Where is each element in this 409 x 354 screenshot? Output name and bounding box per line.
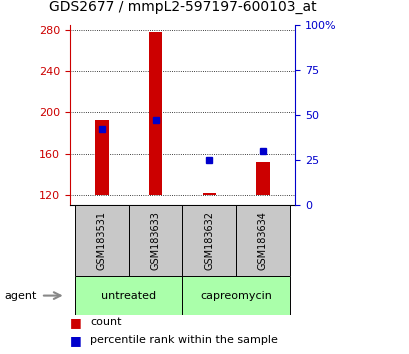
Bar: [75, 276, 182, 315]
Bar: [256, 162, 269, 195]
Bar: [148, 32, 162, 195]
Text: untreated: untreated: [101, 291, 156, 301]
Bar: [182, 276, 289, 315]
Text: ■: ■: [70, 316, 81, 329]
Text: GDS2677 / mmpL2-597197-600103_at: GDS2677 / mmpL2-597197-600103_at: [49, 0, 315, 14]
Bar: [202, 193, 216, 195]
Text: GSM183633: GSM183633: [150, 211, 160, 270]
Bar: [182, 205, 236, 276]
Bar: [236, 205, 289, 276]
Bar: [95, 120, 108, 195]
Text: percentile rank within the sample: percentile rank within the sample: [90, 335, 277, 345]
Text: count: count: [90, 318, 121, 327]
Text: GSM183632: GSM183632: [204, 211, 214, 270]
Bar: [128, 205, 182, 276]
Text: GSM183531: GSM183531: [97, 211, 107, 270]
Bar: [75, 205, 128, 276]
Text: agent: agent: [4, 291, 36, 301]
Text: GSM183634: GSM183634: [257, 211, 267, 270]
Text: capreomycin: capreomycin: [200, 291, 272, 301]
Text: ■: ■: [70, 334, 81, 347]
